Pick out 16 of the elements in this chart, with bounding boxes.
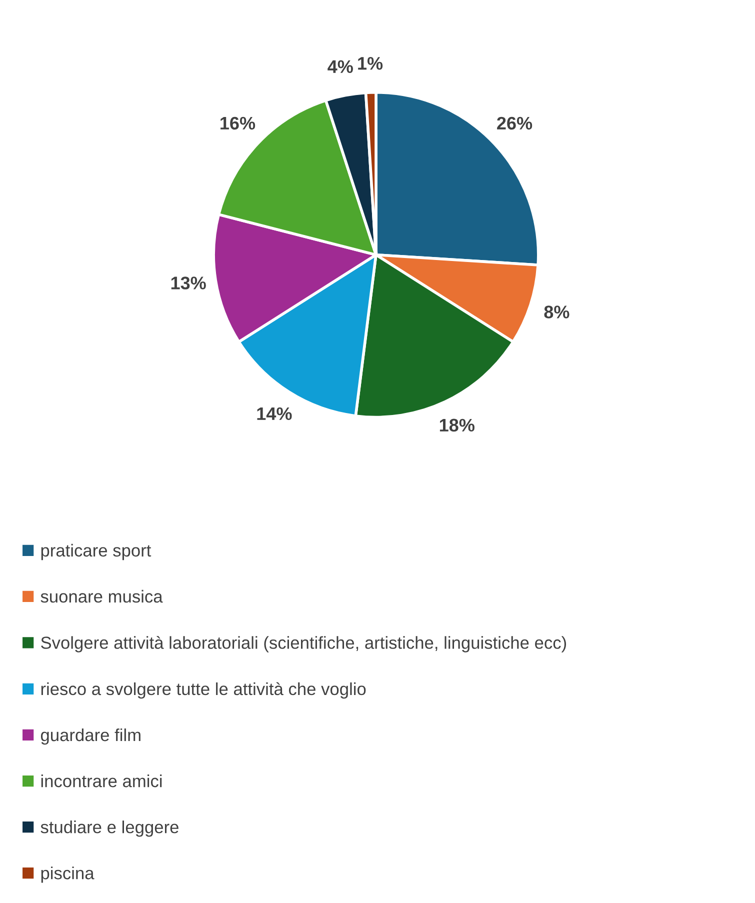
legend-label: studiare e leggere [40, 820, 178, 837]
data-label: 18% [440, 418, 474, 432]
data-label: 16% [220, 116, 256, 130]
legend-label: suonare musica [40, 590, 163, 603]
data-label: 13% [171, 276, 206, 290]
data-label: 4% [328, 60, 353, 73]
legend-label: Svolgere attività laboratoriali (scientifiche, artistiche, linguistiche ecc) [41, 636, 566, 652]
legend-label: riesco a svolgere tutte le attività che voglio [41, 682, 366, 699]
legend-label: piscina [41, 866, 94, 883]
data-label: 14% [257, 407, 292, 420]
legend-label: guardare film [40, 728, 140, 745]
data-label: 1% [358, 57, 383, 70]
legend-label: praticare sport [41, 544, 152, 560]
data-label: 8% [544, 306, 570, 318]
legend-label: incontrare amici [41, 774, 162, 788]
data-label: 26% [497, 116, 532, 130]
